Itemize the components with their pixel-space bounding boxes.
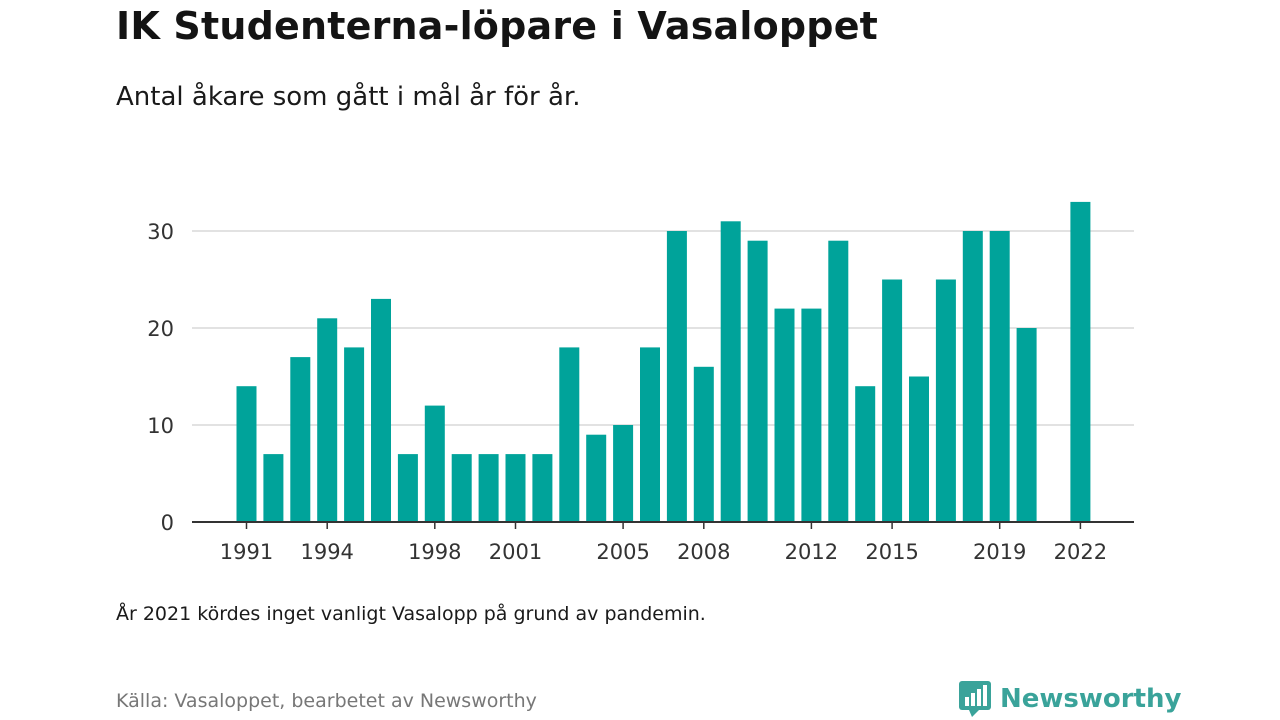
chart-subtitle: Antal åkare som gått i mål år för år.: [116, 82, 581, 112]
bar: [720, 221, 741, 523]
bar: [666, 231, 687, 522]
bar: [397, 454, 418, 522]
x-tick-label: 2019: [973, 540, 1026, 564]
bar: [747, 240, 768, 522]
bar: [371, 298, 391, 522]
bar: [424, 405, 445, 522]
bar: [344, 347, 365, 522]
bar: [559, 347, 580, 522]
brand-name: Newsworthy: [1000, 684, 1182, 714]
bar: [317, 318, 338, 522]
bar: [451, 454, 472, 522]
bar: [855, 386, 876, 522]
bar: [586, 434, 607, 522]
x-tick-label: 2012: [785, 540, 838, 564]
x-tick-label: 1991: [220, 540, 273, 564]
bar: [640, 347, 660, 522]
bar: [693, 366, 714, 522]
bar: [236, 386, 257, 522]
chart-bubble-icon: [959, 681, 991, 717]
y-tick-label: 10: [147, 414, 174, 438]
bar: [909, 376, 929, 522]
bar: [1016, 328, 1037, 522]
bar: [1070, 201, 1091, 522]
bar: [828, 240, 849, 522]
x-tick-label: 1994: [300, 540, 353, 564]
y-tick-label: 30: [147, 220, 174, 244]
bar: [774, 308, 795, 522]
source-text: Källa: Vasaloppet, bearbetet av Newswort…: [116, 690, 537, 712]
bar: [882, 279, 903, 522]
bar: [505, 454, 526, 522]
bar-chart: 0 10 20 30 1991 1994 1998 2001 2005 2008 2012 2015 2…: [147, 201, 1134, 564]
x-tick-label: 2022: [1054, 540, 1107, 564]
bar: [989, 231, 1010, 522]
bar: [613, 425, 634, 522]
bar: [801, 308, 822, 522]
x-tick-label: 2008: [677, 540, 730, 564]
brand-logo: Newsworthy: [958, 680, 1181, 718]
y-tick-label: 20: [147, 317, 174, 341]
bar: [962, 231, 983, 522]
bar: [532, 454, 553, 522]
chart-title: IK Studenterna-löpare i Vasaloppet: [116, 4, 879, 48]
bar: [290, 357, 311, 522]
x-tick-label: 2015: [865, 540, 918, 564]
y-tick-label: 0: [161, 511, 174, 535]
x-tick-label: 2001: [489, 540, 542, 564]
bar: [935, 279, 956, 522]
x-tick-label: 1998: [408, 540, 461, 564]
bar: [478, 454, 499, 522]
x-tick-label: 2005: [596, 540, 649, 564]
chart-note: År 2021 kördes inget vanligt Vasalopp på…: [116, 603, 706, 625]
bar: [263, 454, 284, 522]
